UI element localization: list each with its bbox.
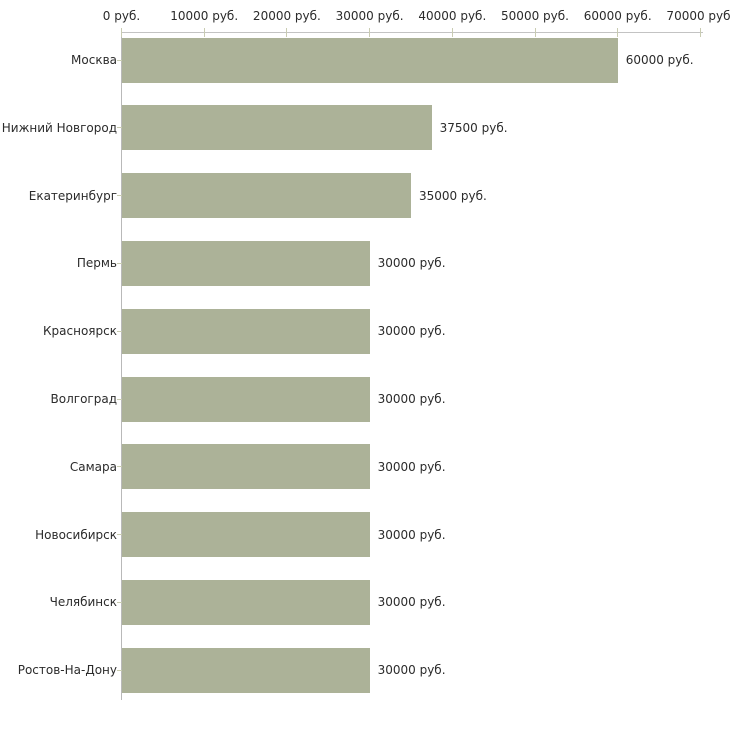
x-axis-tick — [203, 28, 205, 37]
bar — [121, 240, 370, 286]
x-axis-tick — [286, 28, 288, 37]
category-label: Ростов-На-Дону — [17, 663, 117, 678]
y-axis-tick — [116, 398, 122, 400]
x-axis-tick-label: 30000 руб. — [335, 9, 404, 23]
x-axis-tick-label: 50000 руб. — [501, 9, 569, 23]
x-axis-line — [121, 32, 703, 33]
category-label: Екатеринбург — [28, 188, 117, 203]
value-label: 30000 руб. — [377, 595, 446, 610]
y-axis-tick — [116, 669, 122, 671]
x-axis-tick — [451, 28, 453, 37]
y-axis-tick — [116, 534, 122, 536]
x-axis-tick-label: 70000 руб. — [666, 9, 730, 23]
y-axis-tick — [116, 466, 122, 468]
x-axis-tick-label: 40000 руб. — [418, 9, 487, 23]
category-label: Волгоград — [50, 392, 117, 406]
category-label: Пермь — [76, 256, 117, 271]
category-label: Москва — [71, 53, 117, 67]
bar — [121, 173, 411, 219]
value-label: 30000 руб. — [377, 527, 446, 542]
y-axis-tick — [116, 601, 122, 603]
x-axis-tick — [369, 28, 371, 37]
category-label: Нижний Новгород — [1, 120, 117, 135]
bar — [121, 579, 370, 625]
x-axis-tick-label: 20000 руб. — [252, 9, 321, 23]
value-label: 30000 руб. — [377, 459, 446, 474]
category-label: Новосибирск — [35, 527, 117, 542]
bar — [121, 512, 370, 558]
x-axis-tick — [534, 28, 536, 37]
x-axis-tick-label: 60000 руб. — [583, 9, 652, 23]
y-axis-tick — [116, 195, 122, 197]
y-axis-tick — [116, 330, 122, 332]
category-label: Челябинск — [49, 595, 117, 610]
x-axis-tick-label: 10000 руб. — [170, 9, 239, 23]
value-label: 30000 руб. — [377, 324, 446, 339]
y-axis-tick — [116, 127, 122, 129]
bar — [121, 308, 370, 354]
bar — [121, 37, 618, 83]
value-label: 30000 руб. — [377, 256, 446, 271]
value-label: 60000 руб. — [625, 53, 694, 67]
y-axis-line — [121, 32, 122, 700]
value-label: 30000 руб. — [377, 663, 446, 678]
y-axis-tick — [116, 262, 122, 264]
x-axis-tick — [121, 28, 122, 37]
bar — [121, 376, 370, 422]
x-axis-tick — [699, 28, 701, 37]
category-label: Красноярск — [43, 324, 117, 339]
value-label: 30000 руб. — [377, 392, 446, 406]
x-axis-tick — [617, 28, 619, 37]
bar — [121, 444, 370, 490]
y-axis-tick — [116, 59, 122, 61]
x-axis-tick-label: 0 руб. — [102, 9, 141, 23]
bar — [121, 647, 370, 693]
value-label: 37500 руб. — [439, 120, 508, 135]
category-label: Самара — [69, 459, 117, 474]
value-label: 35000 руб. — [418, 188, 487, 203]
bar — [121, 105, 432, 151]
